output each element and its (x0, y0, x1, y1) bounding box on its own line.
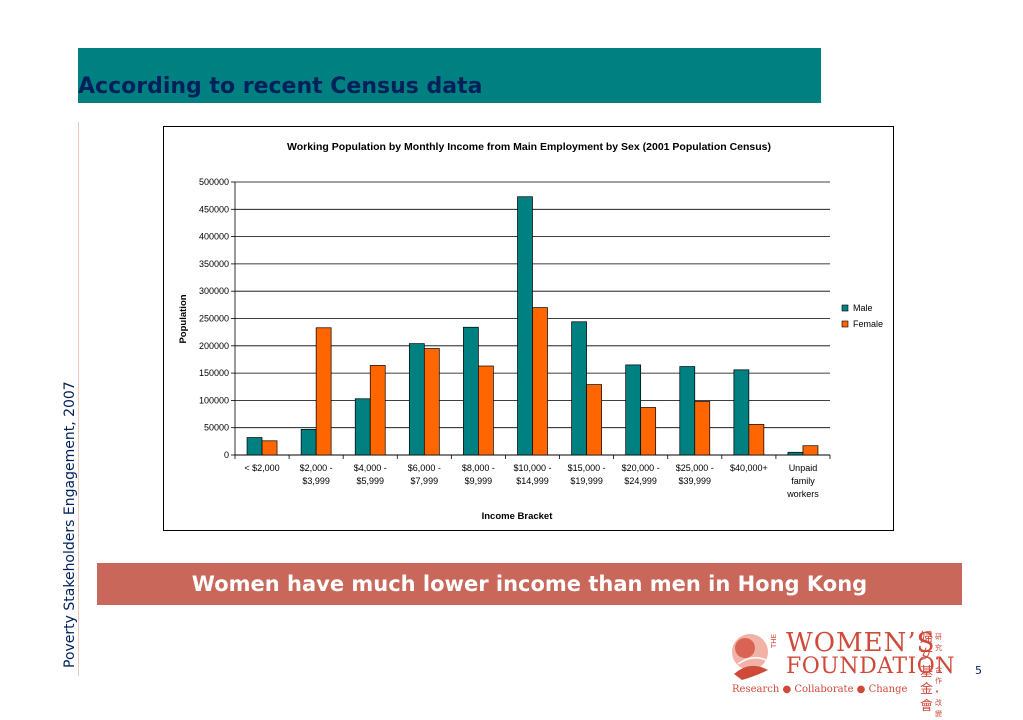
page-number: 5 (975, 664, 982, 677)
bar-female-4 (478, 365, 494, 456)
bar-male-1 (300, 428, 317, 456)
chart-legend: Male Female (841, 303, 883, 329)
bar-male-5 (517, 196, 533, 456)
x-tick-label: $2,000 - (300, 463, 333, 473)
womens-foundation-logo: THE WOMEN’S FOUNDATION 婦女基金會 研究•合作•改變 Re… (728, 628, 956, 718)
bar-female-7 (640, 407, 657, 456)
vertical-sidebar-text: Poverty Stakeholders Engagement, 2007 (62, 381, 78, 668)
x-tick-label: $10,000 - (513, 463, 551, 473)
x-tick-label: workers (786, 489, 819, 499)
bar-male-0 (246, 437, 263, 456)
x-tick-label: $7,999 (411, 476, 439, 486)
y-axis-title: Population (178, 294, 189, 343)
x-tick-label: $14,999 (516, 476, 549, 486)
legend-swatch-female (841, 320, 849, 328)
x-axis-title: Income Bracket (482, 511, 554, 522)
bars (246, 196, 819, 456)
logo-womens: WOMEN’S (786, 628, 936, 658)
logo-chinese-motto: 研究•合作•改變 (935, 633, 942, 718)
bar-male-9 (733, 369, 750, 456)
x-tick-label: $15,000 - (568, 463, 606, 473)
x-tick-label: $40,000+ (730, 463, 768, 473)
y-tick-label: 50000 (204, 423, 229, 433)
bar-male-2 (354, 398, 371, 456)
banner-text: Women have much lower income than men in… (191, 572, 868, 596)
bar-male-4 (463, 326, 479, 456)
bar-female-6 (586, 384, 602, 456)
x-tick-label: $39,999 (678, 476, 711, 486)
bar-female-3 (423, 348, 440, 456)
conclusion-banner: Women have much lower income than men in… (97, 563, 962, 605)
bar-female-0 (261, 440, 278, 456)
y-tick-label: 350000 (199, 259, 229, 269)
bar-female-1 (315, 327, 332, 456)
logo-foundation: FOUNDATION (786, 654, 956, 679)
x-tick-label: $6,000 - (408, 463, 441, 473)
logo-tagline: Research ● Collaborate ● Change (732, 684, 908, 695)
title-bar (78, 48, 821, 103)
y-tick-label: 150000 (199, 368, 229, 378)
x-tick-label: family (791, 476, 815, 486)
legend-label-female: Female (853, 319, 883, 329)
bar-female-10 (802, 445, 819, 456)
left-divider (78, 122, 79, 676)
y-tick-label: 100000 (199, 395, 229, 405)
chart-title: Working Population by Monthly Income fro… (287, 141, 771, 153)
bar-female-2 (369, 365, 386, 456)
bar-female-9 (748, 424, 765, 456)
bar-male-10 (787, 451, 804, 456)
x-tick-label: $19,999 (570, 476, 603, 486)
logo-emblem-icon (732, 634, 768, 680)
x-tick-label: $24,999 (624, 476, 657, 486)
income-bar-chart: Working Population by Monthly Income fro… (178, 141, 883, 522)
y-tick-label: 450000 (199, 204, 229, 214)
logo-the: THE (770, 634, 778, 648)
bar-male-6 (571, 321, 587, 456)
x-tick-label: $4,000 - (354, 463, 387, 473)
y-tick-label: 400000 (199, 232, 229, 242)
y-tick-label: 250000 (199, 314, 229, 324)
x-tick-label: $25,000 - (676, 463, 714, 473)
bar-female-5 (532, 307, 548, 456)
slide-title: According to recent Census data (78, 74, 483, 99)
bar-male-7 (625, 364, 642, 456)
x-tick-label: $3,999 (302, 476, 330, 486)
chart-container: Working Population by Monthly Income fro… (163, 126, 894, 531)
x-tick-label: $5,999 (356, 476, 384, 486)
y-tick-label: 0 (224, 450, 229, 460)
x-tick-label: $9,999 (465, 476, 493, 486)
bar-male-8 (679, 366, 696, 456)
legend-swatch-male (841, 304, 849, 312)
x-tick-label: $8,000 - (462, 463, 495, 473)
x-tick-label: $20,000 - (622, 463, 660, 473)
y-tick-label: 300000 (199, 286, 229, 296)
axis-labels: 0 50000 100000 150000 200000 250000 300000 3500… (199, 177, 819, 499)
x-tick-label: Unpaid (789, 463, 818, 473)
logo-chinese-name: 婦女基金會 (920, 631, 934, 714)
x-tick-label: < $2,000 (244, 463, 279, 473)
y-tick-label: 200000 (199, 341, 229, 351)
bar-female-8 (694, 401, 711, 456)
y-tick-label: 500000 (199, 177, 229, 187)
legend-label-male: Male (853, 303, 873, 313)
bar-male-3 (408, 343, 425, 456)
